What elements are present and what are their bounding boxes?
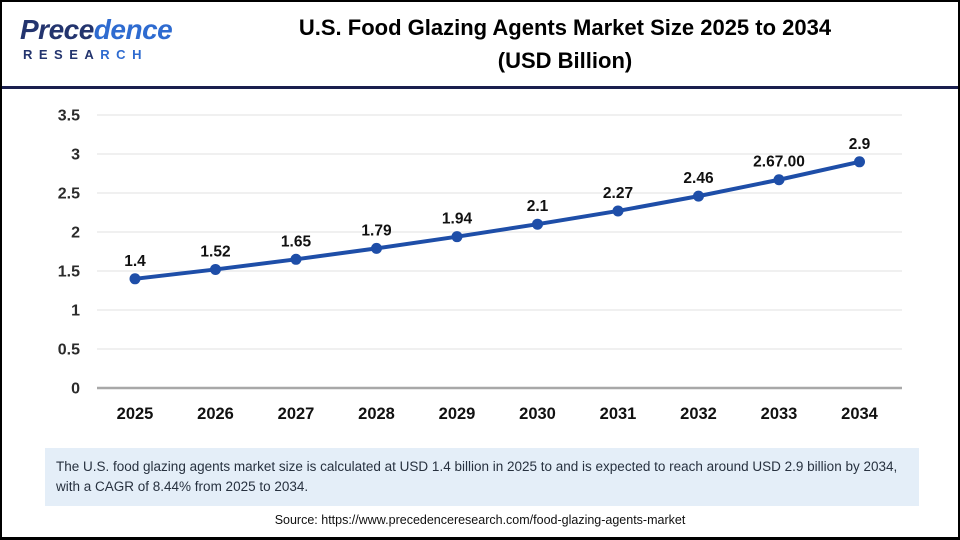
data-point-label: 1.65 <box>281 233 312 250</box>
data-point-label: 2.46 <box>683 170 714 187</box>
data-point-marker <box>129 273 141 285</box>
data-point-marker <box>854 156 865 168</box>
series-line <box>133 159 862 281</box>
data-point-marker <box>532 218 543 230</box>
y-tick-label: 1 <box>71 303 80 320</box>
chart-title-line1: U.S. Food Glazing Agents Market Size 202… <box>298 15 832 40</box>
data-point-marker <box>210 263 221 275</box>
x-tick-label: 2029 <box>439 405 476 423</box>
data-point-marker <box>612 205 624 217</box>
y-tick-label: 2.5 <box>58 186 80 203</box>
data-point-label: 2.27 <box>603 185 633 202</box>
x-tick-label: 2027 <box>278 405 315 423</box>
data-point-label: 1.94 <box>442 211 473 228</box>
y-tick-label: 0.5 <box>58 342 80 359</box>
data-point-marker <box>693 190 704 202</box>
x-tick-label: 2028 <box>358 405 395 423</box>
y-tick-label: 3.5 <box>58 108 80 125</box>
data-point-label: 2.9 <box>849 136 871 153</box>
data-point-label: 1.52 <box>200 243 230 260</box>
precedence-research-logo: Precedence RESEARCH <box>20 14 173 62</box>
chart-title-line2: (USD Billion) <box>497 48 633 73</box>
x-tick-label: 2030 <box>519 405 556 423</box>
data-point-label: 2.67.00 <box>753 154 805 171</box>
data-point-label: 1.79 <box>361 222 392 239</box>
data-point-marker <box>451 231 463 243</box>
logo-wordmark: Precedence <box>20 14 173 45</box>
y-tick-label: 0 <box>71 381 80 398</box>
logo-sub-blue: RCH <box>100 47 148 62</box>
x-tick-label: 2034 <box>841 405 879 423</box>
data-point-label: 1.4 <box>124 253 146 270</box>
data-point-marker <box>773 174 785 186</box>
chart-title: U.S. Food Glazing Agents Market Size 202… <box>187 11 943 77</box>
data-point-marker <box>371 242 382 254</box>
logo-subtitle: RESEARCH <box>20 48 172 61</box>
summary-note: The U.S. food glazing agents market size… <box>45 448 919 506</box>
data-point-marker <box>290 253 302 265</box>
y-tick-label: 1.5 <box>58 264 80 281</box>
logo-sub-navy: RESEA <box>23 47 101 62</box>
x-tick-label: 2026 <box>197 405 234 423</box>
x-tick-label: 2032 <box>680 405 717 423</box>
x-tick-label: 2031 <box>600 405 637 423</box>
data-point-label: 2.1 <box>527 198 549 215</box>
logo-word-blue: dence <box>93 14 173 45</box>
logo-word-navy: Prece <box>20 14 94 45</box>
x-tick-label: 2033 <box>761 405 798 423</box>
y-tick-label: 2 <box>71 225 80 242</box>
x-tick-label: 2025 <box>117 405 154 423</box>
y-tick-label: 3 <box>71 147 80 164</box>
source-text: Source: https://www.precedenceresearch.c… <box>274 513 686 527</box>
header: Precedence RESEARCH U.S. Food Glazing Ag… <box>2 2 958 89</box>
